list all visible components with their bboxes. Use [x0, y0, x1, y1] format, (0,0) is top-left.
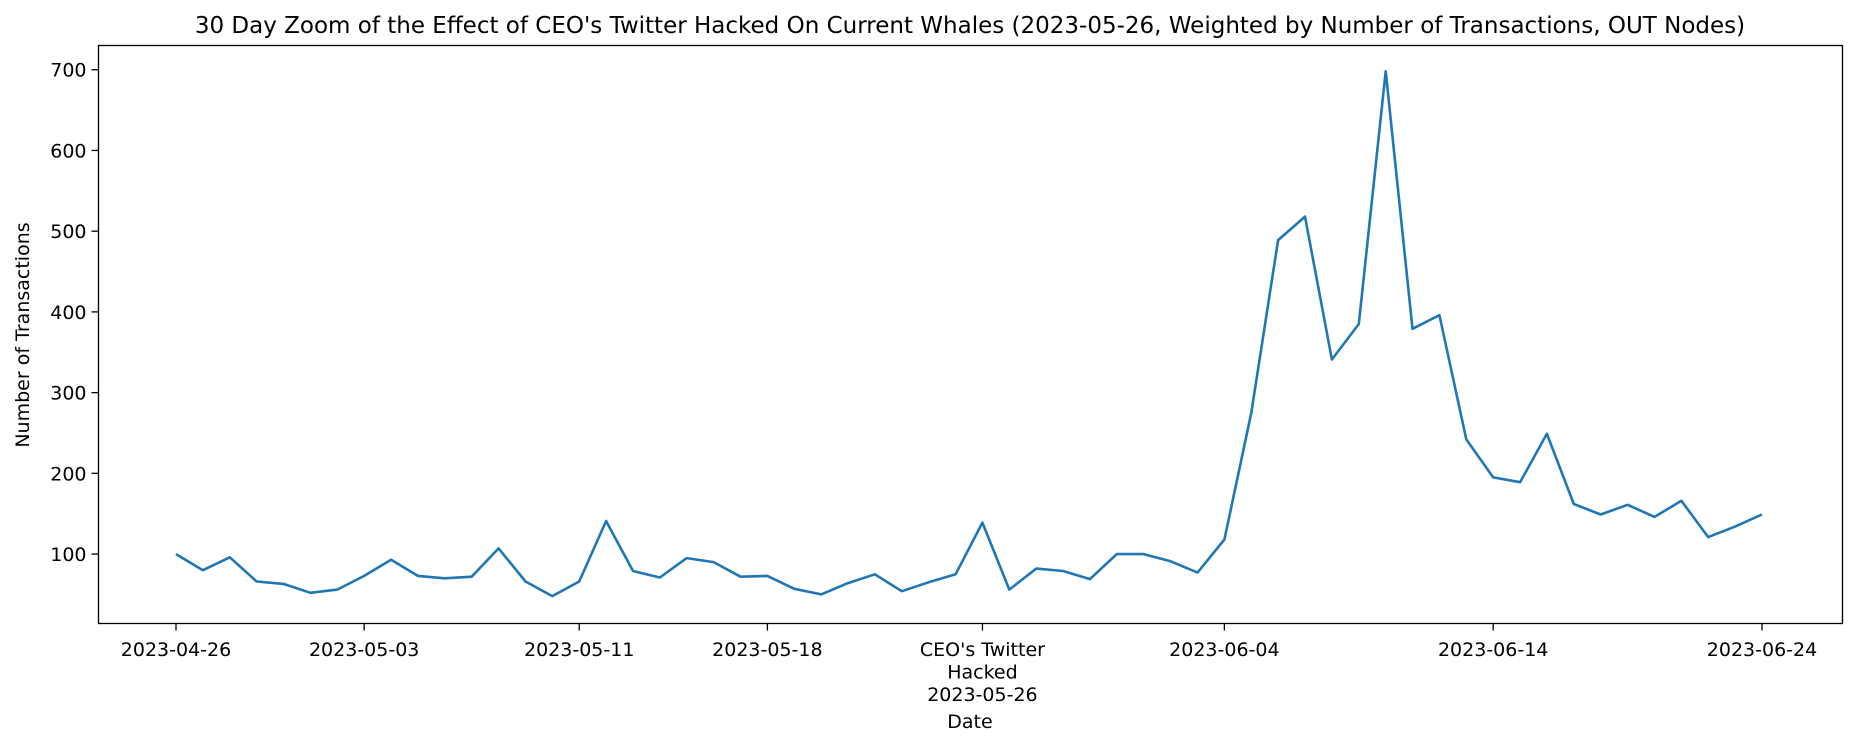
x-tick-label: 2023-06-24 — [1707, 639, 1817, 661]
x-tick-label: 2023-05-03 — [309, 639, 419, 661]
x-tick-label: CEO's Twitter Hacked 2023-05-26 — [920, 639, 1045, 706]
y-axis-ticks: 100 200 300 400 500 600 700 — [50, 60, 99, 566]
y-tick-label: 600 — [50, 140, 86, 162]
y-tick-label: 700 — [50, 60, 86, 82]
x-axis-ticks: 2023-04-26 2023-05-03 2023-05-11 2023-05-18… — [121, 623, 1817, 706]
y-tick-label: 500 — [50, 221, 86, 243]
x-axis-label: Date — [947, 711, 992, 733]
y-axis-label: Number of Transactions — [12, 222, 34, 447]
y-tick-label: 200 — [50, 463, 86, 485]
x-tick-label: 2023-05-11 — [524, 639, 634, 661]
y-tick-label: 300 — [50, 383, 86, 405]
y-tick-label: 400 — [50, 302, 86, 324]
plot-area-frame — [97, 44, 1844, 625]
x-tick-label: 2023-06-04 — [1169, 639, 1279, 661]
x-tick-label: 2023-04-26 — [121, 639, 231, 661]
y-tick-label: 100 — [50, 544, 86, 566]
chart-title: 30 Day Zoom of the Effect of CEO's Twitt… — [195, 13, 1745, 39]
series-line — [175, 70, 1763, 598]
x-tick-label: 2023-05-18 — [712, 639, 822, 661]
x-tick-label: 2023-06-14 — [1438, 639, 1548, 661]
